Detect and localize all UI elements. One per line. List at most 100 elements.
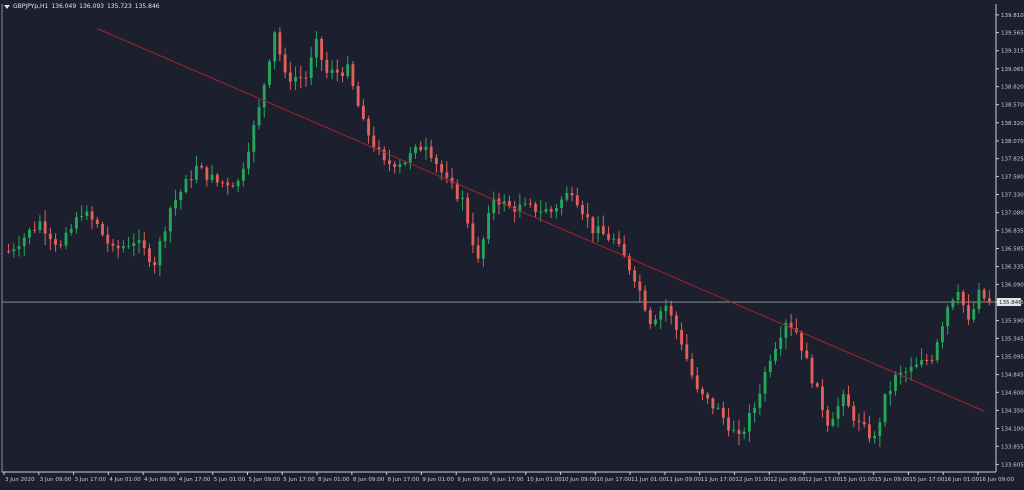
candle-body bbox=[325, 59, 329, 73]
candle-body bbox=[116, 245, 120, 249]
x-tick-label: 8 Jun 17:00 bbox=[388, 477, 420, 483]
candle-body bbox=[847, 394, 850, 407]
candle-body bbox=[33, 229, 37, 231]
candle-body bbox=[544, 209, 548, 212]
candle-body bbox=[268, 61, 271, 85]
candle-body bbox=[502, 201, 506, 205]
candle-body bbox=[64, 232, 68, 246]
candle-body bbox=[836, 406, 840, 419]
candle-body bbox=[643, 290, 647, 311]
candle-body bbox=[654, 319, 657, 324]
candle-body bbox=[784, 322, 788, 338]
candle-body bbox=[121, 246, 125, 249]
x-tick-label: 11 Jun 01:00 bbox=[631, 477, 666, 483]
x-tick-label: 4 Jun 09:00 bbox=[144, 477, 176, 483]
candle-body bbox=[706, 394, 710, 399]
candle-body bbox=[690, 358, 694, 376]
candle-body bbox=[967, 305, 970, 320]
x-tick-label: 4 Jun 17:00 bbox=[179, 477, 211, 483]
candle-body bbox=[304, 77, 308, 79]
candle-body bbox=[633, 270, 637, 282]
candle-body bbox=[575, 195, 579, 206]
candle-body bbox=[184, 179, 188, 192]
x-tick-label: 16 Jun 01:00 bbox=[944, 477, 979, 483]
candle-body bbox=[12, 249, 16, 252]
candle-body bbox=[669, 305, 673, 316]
x-tick-label: 3 Jun 17:00 bbox=[75, 477, 107, 483]
candle-body bbox=[231, 185, 235, 187]
candle-body bbox=[142, 240, 146, 249]
candle-body bbox=[54, 239, 57, 245]
triangle-icon bbox=[4, 4, 10, 9]
candle-body bbox=[38, 221, 42, 230]
candle-body bbox=[262, 84, 266, 108]
candle-body bbox=[466, 197, 470, 224]
candle-body bbox=[857, 420, 861, 422]
candle-body bbox=[361, 105, 365, 119]
y-tick-label: 134.350 bbox=[1001, 408, 1024, 414]
candle-body bbox=[821, 386, 824, 410]
candle-body bbox=[257, 107, 261, 126]
candle-body bbox=[581, 205, 584, 215]
candle-body bbox=[90, 211, 94, 220]
candle-body bbox=[372, 135, 376, 148]
candle-body bbox=[826, 409, 830, 426]
close-value: 135.846 bbox=[134, 3, 160, 10]
x-tick-label: 8 Jun 01:00 bbox=[318, 477, 350, 483]
candle-body bbox=[768, 360, 772, 372]
y-tick-label: 137.580 bbox=[1001, 174, 1024, 180]
candle-body bbox=[674, 315, 678, 330]
candle-body bbox=[904, 371, 908, 373]
candle-body bbox=[554, 208, 558, 212]
y-tick-label: 135.345 bbox=[1001, 336, 1024, 342]
y-tick-label: 136.835 bbox=[1001, 228, 1024, 234]
candle-body bbox=[179, 191, 183, 201]
candle-body bbox=[711, 398, 715, 409]
symbol-info: GBPJPYp,H1 136.049 136.093 135.723 135.8… bbox=[4, 3, 160, 10]
open-value: 136.049 bbox=[51, 3, 77, 10]
candle-body bbox=[763, 371, 767, 394]
x-tick-label: 11 Jun 17:00 bbox=[701, 477, 736, 483]
candle-body bbox=[132, 242, 136, 246]
candle-body bbox=[518, 204, 522, 212]
candle-body bbox=[398, 164, 402, 168]
candle-body bbox=[85, 211, 89, 217]
candle-body bbox=[607, 233, 610, 240]
x-tick-label: 10 Jun 09:00 bbox=[562, 477, 597, 483]
candle-body bbox=[210, 174, 214, 180]
candle-body bbox=[982, 289, 986, 299]
candle-body bbox=[727, 417, 730, 431]
y-tick-label: 138.570 bbox=[1001, 103, 1024, 109]
candle-body bbox=[356, 86, 360, 106]
candle-body bbox=[732, 429, 736, 431]
candle-body bbox=[800, 331, 804, 351]
x-tick-label: 5 Jun 17:00 bbox=[283, 477, 315, 483]
y-tick-label: 138.820 bbox=[1001, 85, 1024, 91]
candle-body bbox=[335, 69, 339, 73]
candle-body bbox=[80, 216, 84, 218]
candle-body bbox=[930, 360, 934, 362]
candle-body bbox=[946, 307, 950, 327]
candle-body bbox=[174, 200, 177, 209]
symbol-label: GBPJPYp,H1 bbox=[13, 3, 49, 10]
candle-body bbox=[445, 172, 449, 178]
candle-body bbox=[330, 69, 334, 73]
candle-body bbox=[226, 182, 230, 186]
candle-body bbox=[852, 406, 856, 421]
candle-body bbox=[487, 213, 491, 240]
candle-body bbox=[74, 217, 78, 229]
x-tick-label: 10 Jun 01:00 bbox=[527, 477, 562, 483]
candle-body bbox=[935, 342, 939, 361]
candle-body bbox=[429, 146, 433, 158]
x-tick-label: 3 Jun 09:00 bbox=[40, 477, 72, 483]
candle-body bbox=[106, 234, 110, 244]
candle-body bbox=[701, 389, 704, 395]
candle-body bbox=[403, 162, 407, 165]
candle-body bbox=[972, 308, 976, 320]
y-tick-label: 133.605 bbox=[1001, 462, 1024, 468]
candle-body bbox=[283, 54, 287, 73]
x-tick-label: 15 Jun 09:00 bbox=[875, 477, 910, 483]
x-tick-label: 16 Jun 09:00 bbox=[979, 477, 1014, 483]
